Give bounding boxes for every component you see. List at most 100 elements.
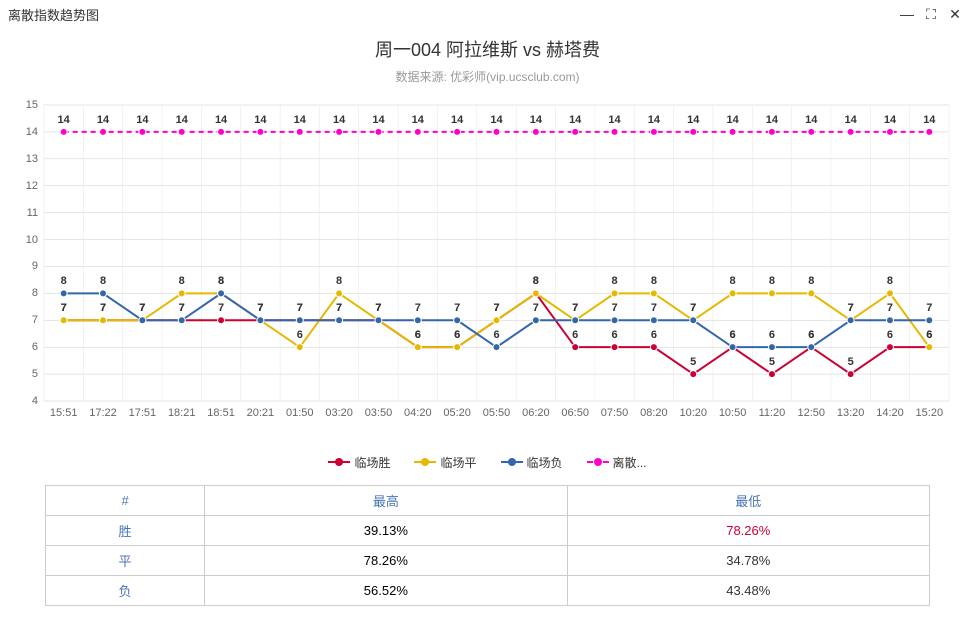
point-label: 7: [848, 302, 854, 314]
summary-table: #最高最低胜39.13%78.26%平78.26%34.78%负56.52%43…: [45, 485, 930, 606]
x-tick-label: 07:50: [601, 407, 629, 419]
x-tick-label: 18:21: [168, 407, 196, 419]
point-label: 14: [215, 114, 227, 126]
point-label: 14: [254, 114, 266, 126]
x-tick-label: 10:20: [679, 407, 707, 419]
y-tick-label: 14: [20, 126, 38, 138]
point-label: 14: [845, 114, 857, 126]
point-label: 8: [887, 275, 893, 287]
legend-item[interactable]: 临场平: [414, 454, 476, 471]
close-button[interactable]: ✕: [943, 6, 967, 23]
point-label: 14: [569, 114, 581, 126]
point-label: 14: [58, 114, 70, 126]
x-tick-label: 15:51: [50, 407, 78, 419]
point-label: 8: [100, 275, 106, 287]
point-label: 6: [926, 329, 932, 341]
cell-low: 43.48%: [567, 576, 929, 606]
point-label: 14: [766, 114, 778, 126]
point-label: 7: [179, 302, 185, 314]
point-label: 7: [887, 302, 893, 314]
point-label: 8: [769, 275, 775, 287]
y-tick-label: 12: [20, 180, 38, 192]
x-tick-label: 10:50: [719, 407, 747, 419]
maximize-button[interactable]: ⛶: [919, 6, 943, 23]
chart-subtitle: 数据来源: 优彩师(vip.ucsclub.com): [0, 68, 975, 85]
y-tick-label: 6: [20, 341, 38, 353]
row-label: 胜: [46, 516, 205, 546]
legend-label: 离散...: [613, 454, 647, 471]
y-tick-label: 8: [20, 287, 38, 299]
point-label: 7: [533, 302, 539, 314]
point-label: 6: [611, 329, 617, 341]
point-label: 14: [884, 114, 896, 126]
minimize-button[interactable]: —: [895, 6, 919, 22]
x-tick-label: 12:50: [798, 407, 826, 419]
point-label: 14: [136, 114, 148, 126]
point-label: 6: [887, 329, 893, 341]
x-tick-label: 11:20: [759, 407, 786, 419]
table-row: 平78.26%34.78%: [46, 546, 930, 576]
point-label: 7: [690, 302, 696, 314]
point-label: 8: [179, 275, 185, 287]
y-tick-label: 13: [20, 153, 38, 165]
point-label: 14: [726, 114, 738, 126]
y-tick-label: 10: [20, 234, 38, 246]
point-label: 7: [336, 302, 342, 314]
window-title: 离散指数趋势图: [8, 5, 99, 24]
point-label: 14: [372, 114, 384, 126]
row-label: 平: [46, 546, 205, 576]
cell-high: 39.13%: [205, 516, 567, 546]
x-tick-label: 18:51: [207, 407, 235, 419]
point-label: 14: [490, 114, 502, 126]
table-row: 负56.52%43.48%: [46, 576, 930, 606]
point-label: 14: [333, 114, 345, 126]
point-label: 14: [451, 114, 463, 126]
row-label: 负: [46, 576, 205, 606]
cell-high: 78.26%: [205, 546, 567, 576]
cell-high: 56.52%: [205, 576, 567, 606]
point-label: 14: [648, 114, 660, 126]
point-label: 8: [651, 275, 657, 287]
point-label: 8: [808, 275, 814, 287]
legend-label: 临场负: [527, 454, 563, 471]
legend-item[interactable]: 离散...: [587, 454, 647, 471]
x-tick-label: 06:50: [561, 407, 589, 419]
point-label: 6: [769, 329, 775, 341]
point-label: 6: [651, 329, 657, 341]
point-label: 14: [923, 114, 935, 126]
legend-label: 临场平: [440, 454, 476, 471]
x-tick-label: 20:21: [247, 407, 275, 419]
chart-area: 45678910111213141515:5117:2217:5118:2118…: [20, 105, 955, 425]
point-label: 14: [176, 114, 188, 126]
window-titlebar: 离散指数趋势图 — ⛶ ✕: [0, 0, 975, 28]
x-tick-label: 13:20: [837, 407, 865, 419]
x-tick-label: 03:20: [325, 407, 353, 419]
point-label: 7: [493, 302, 499, 314]
y-tick-label: 15: [20, 99, 38, 111]
point-label: 6: [415, 329, 421, 341]
y-tick-label: 4: [20, 395, 38, 407]
legend-item[interactable]: 临场胜: [328, 454, 390, 471]
point-label: 8: [336, 275, 342, 287]
cell-low: 34.78%: [567, 546, 929, 576]
point-label: 14: [97, 114, 109, 126]
x-tick-label: 08:20: [640, 407, 668, 419]
point-label: 5: [769, 356, 775, 368]
x-tick-label: 14:20: [876, 407, 904, 419]
x-tick-label: 17:51: [129, 407, 157, 419]
point-label: 8: [61, 275, 67, 287]
point-label: 8: [533, 275, 539, 287]
point-label: 14: [805, 114, 817, 126]
point-label: 5: [690, 356, 696, 368]
legend-item[interactable]: 临场负: [501, 454, 563, 471]
point-label: 7: [611, 302, 617, 314]
x-tick-label: 05:20: [443, 407, 471, 419]
table-header: 最低: [567, 486, 929, 516]
x-tick-label: 01:50: [286, 407, 314, 419]
point-label: 14: [294, 114, 306, 126]
point-label: 7: [61, 302, 67, 314]
point-label: 14: [608, 114, 620, 126]
y-tick-label: 11: [20, 207, 38, 219]
y-tick-label: 9: [20, 260, 38, 272]
point-label: 7: [100, 302, 106, 314]
